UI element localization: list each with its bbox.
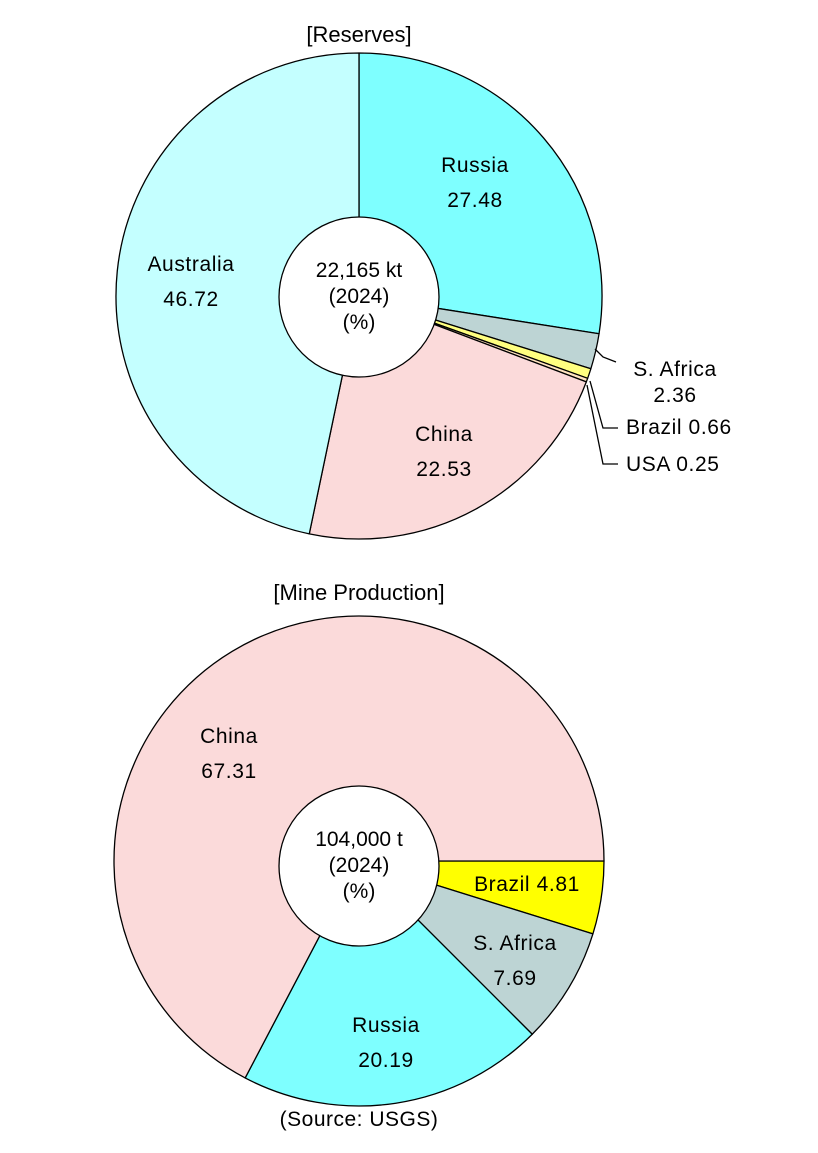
production-value-china: 67.31 — [201, 760, 257, 783]
production-center-text-3: (%) — [343, 880, 376, 903]
reserves-value-s-africa: 2.36 — [653, 384, 696, 407]
reserves-label-australia: Australia — [147, 253, 234, 276]
production-label-brazil: Brazil 4.81 — [474, 873, 580, 896]
reserves-leader-s-africa — [594, 348, 617, 363]
production-slice-russia — [244, 860, 533, 1107]
reserves-center-hole — [278, 216, 440, 378]
reserves-value-russia: 27.48 — [447, 189, 503, 212]
mine-production-pie-chart: [Mine Production] Brazil 4.81 S. Africa 7.… — [113, 580, 605, 1107]
reserves-label-brazil: Brazil 0.66 — [626, 416, 732, 439]
source-note: (Source: USGS) — [280, 1108, 439, 1131]
production-value-russia: 20.19 — [358, 1049, 414, 1072]
mine-production-title: [Mine Production] — [273, 580, 444, 605]
reserves-leader-brazil — [589, 380, 618, 429]
production-center-text-1: 104,000 t — [315, 828, 403, 851]
production-center-hole — [278, 785, 440, 947]
production-label-s-africa: S. Africa — [473, 932, 557, 955]
reserves-value-australia: 46.72 — [163, 288, 219, 311]
reserves-leader-usa — [586, 384, 618, 465]
reserves-label-s-africa: S. Africa — [633, 358, 717, 381]
production-center-text-2: (2024) — [329, 854, 390, 877]
reserves-center-text-1: 22,165 kt — [316, 259, 403, 282]
reserves-label-china: China — [415, 423, 473, 446]
reserves-value-china: 22.53 — [416, 458, 472, 481]
reserves-label-russia: Russia — [441, 154, 509, 177]
production-label-china: China — [200, 725, 258, 748]
reserves-center-text-2: (2024) — [329, 285, 390, 308]
reserves-label-usa: USA 0.25 — [626, 453, 720, 476]
reserves-center-text-3: (%) — [343, 311, 376, 334]
production-value-s-africa: 7.69 — [493, 967, 536, 990]
reserves-title: [Reserves] — [306, 22, 411, 47]
reserves-pie-chart: [Reserves] Russia 27.48 S. Africa 2.36 Brazi… — [115, 22, 732, 540]
production-label-russia: Russia — [352, 1014, 420, 1037]
reserves-slice-australia — [115, 52, 360, 535]
